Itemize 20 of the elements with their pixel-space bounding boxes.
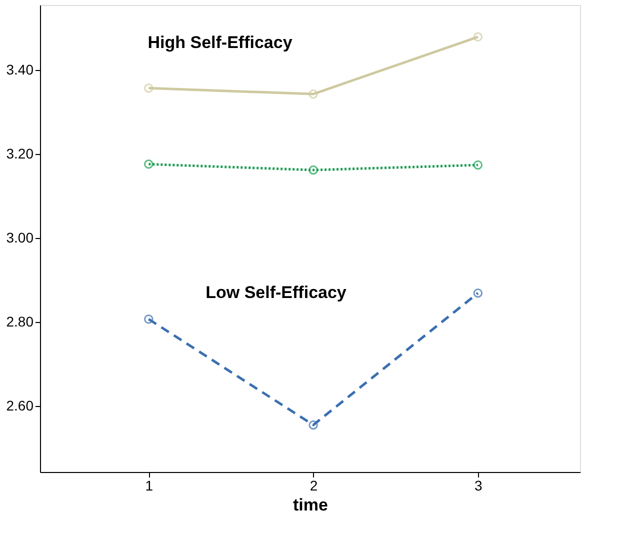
point <box>144 160 154 169</box>
x-tick-label: 1 <box>145 478 154 494</box>
point <box>308 89 318 99</box>
y-tick-label: 3.20 <box>6 146 34 162</box>
point <box>144 314 154 324</box>
y-tick-label: 3.40 <box>6 62 34 78</box>
x-tick-label: 3 <box>474 478 483 494</box>
point <box>473 160 483 170</box>
y-tick-label: 2.80 <box>6 314 34 330</box>
annotation: High Self-Efficacy <box>148 33 293 52</box>
y-tick-label: 2.60 <box>6 398 34 414</box>
point <box>308 165 318 175</box>
point <box>473 288 483 298</box>
point <box>144 84 154 93</box>
point <box>473 32 483 42</box>
x-tick-label: 2 <box>310 478 318 494</box>
x-axis-title: time <box>293 496 328 514</box>
annotation: Low Self-Efficacy <box>206 283 347 302</box>
point <box>308 420 318 430</box>
y-tick-label: 3.00 <box>6 230 34 246</box>
